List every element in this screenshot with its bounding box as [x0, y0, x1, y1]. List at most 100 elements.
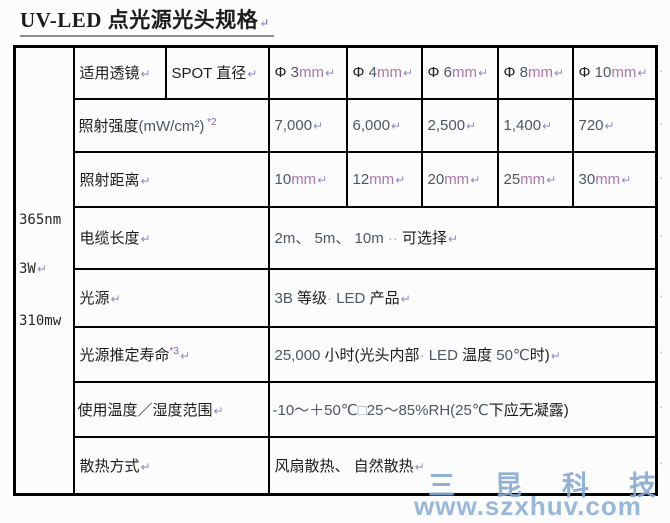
text-segment: ↵ [637, 66, 648, 81]
text-segment: mm [520, 170, 546, 188]
text-segment: 电缆长度 [79, 230, 140, 247]
lens-diameter-6mm: Φ 6mm↵ [420, 45, 499, 100]
text-segment: ↵ [140, 173, 151, 188]
distance-value-2: 12mm↵ [345, 150, 423, 208]
cooling-method-value: 风扇散热、 自然散热↵ [267, 435, 658, 496]
distance-value-1: 10mm↵ [267, 150, 348, 208]
text-segment: 4 [368, 64, 377, 82]
text-segment: ↵ [546, 172, 557, 187]
text-segment: ↵ [391, 118, 402, 133]
irradiation-distance-label: 照射距离↵ [72, 150, 270, 208]
lens-label: 适用透镜↵ [72, 45, 167, 100]
text-segment: ↵ [621, 172, 632, 187]
text-segment: 50℃ [496, 346, 530, 364]
text-segment: mm [369, 170, 395, 188]
intensity-value-4: 1,400↵ [496, 97, 574, 153]
table-row: 365nm 3W↵ 310mw 适用透镜↵ SPOT 直径↵ Φ 3mm↵ Φ … [13, 45, 658, 496]
text-segment: Φ [578, 64, 595, 82]
spec-table: 365nm 3W↵ 310mw 适用透镜↵ SPOT 直径↵ Φ 3mm↵ Φ … [13, 45, 658, 496]
text-segment: 等级 [297, 290, 328, 307]
text-segment: ↵ [213, 403, 224, 418]
text-segment: ↵ [477, 66, 489, 81]
text-segment: ↵ [324, 66, 336, 81]
lens-diameter-3mm: Φ 3mm↵ [267, 45, 348, 100]
table-row: 光源↵ 3B 等级· LED 产品↵ [15, 267, 658, 328]
table-row: 使用温度／湿度范围↵ -10～＋50℃□25～85%RH(25℃下应无凝露) [15, 380, 658, 438]
row-end-mark: · [659, 116, 664, 131]
text-segment: ↵ [313, 118, 324, 133]
text-segment: 25～85%RH(25℃ [366, 401, 489, 419]
text-segment: LED [336, 290, 370, 307]
text-segment: ↵ [140, 232, 151, 246]
power-3w: 3W↵ [19, 260, 47, 277]
text-segment: 10 [274, 170, 292, 188]
text-segment: ↵ [402, 66, 414, 81]
text-segment: mm [611, 64, 637, 82]
text-segment: 720 [578, 116, 604, 134]
distance-value-4: 25mm↵ [496, 150, 574, 208]
text-segment: *3 [169, 345, 179, 357]
text-segment: ↵ [604, 118, 615, 133]
text-segment: mm [527, 64, 553, 82]
text-segment: Φ [352, 64, 369, 82]
text-segment: · [419, 346, 429, 364]
light-source-label: 光源↵ [72, 267, 270, 328]
cooling-method-label: 散热方式↵ [72, 435, 270, 496]
text-segment: 12 [352, 170, 370, 188]
text-segment: mm [291, 170, 317, 188]
text-segment: Φ [503, 64, 520, 82]
row-end-mark: · [659, 288, 664, 303]
text-segment: ↵ [259, 16, 270, 30]
text-segment: 2m、 5m、 10m [274, 230, 384, 247]
text-segment: ↵ [395, 172, 406, 187]
text-segment: 适用透镜 [79, 65, 140, 83]
text-segment: ↵ [466, 118, 477, 133]
text-segment: ↵ [448, 232, 459, 246]
table-row: 照射强度(mW/cm²) *2 7,000↵ 6,000↵ 2,500↵ 1,4… [15, 97, 658, 153]
text-segment: ↵ [414, 459, 425, 474]
text-segment: ↵ [179, 348, 191, 363]
temp-humidity-label: 使用温度／湿度范围↵ [72, 380, 270, 438]
text-segment: SPOT 直径 [171, 65, 247, 83]
text-segment: □ [357, 401, 367, 419]
text-segment: 3 [290, 64, 299, 82]
text-segment: 照射距离 [79, 171, 140, 189]
distance-value-3: 20mm↵ [420, 150, 499, 208]
text-segment: 3W [19, 261, 36, 277]
lens-diameter-10mm: Φ 10mm↵ [571, 45, 658, 100]
text-segment: ↵ [140, 67, 151, 82]
text-segment: 小时(光头内部 [324, 346, 420, 364]
text-segment: 散热方式 [79, 457, 140, 475]
temp-humidity-value: -10～＋50℃□25～85%RH(25℃下应无凝露) [267, 380, 658, 438]
text-segment: 风扇散热、 自然散热 [274, 457, 414, 475]
lens-diameter-8mm: Φ 8mm↵ [496, 45, 574, 100]
text-segment: 使用温度／湿度范围 [77, 401, 213, 419]
text-segment: ↵ [140, 459, 151, 474]
watermark-company: 三昆科技 [428, 471, 670, 501]
text-segment: mm [298, 64, 324, 82]
text-segment: 时) [529, 346, 550, 364]
text-segment: 3B [274, 290, 298, 307]
table-row: 电缆长度↵ 2m、 5m、 10m ·· 可选择↵ [15, 205, 658, 270]
row-end-mark: · [659, 455, 664, 470]
text-segment: LED [428, 346, 463, 364]
table-row: 照射距离↵ 10mm↵ 12mm↵ 20mm↵ 25mm↵ 30mm↵ [15, 150, 658, 208]
page-title: UV-LED 点光源光头规格↵ [20, 4, 274, 37]
light-source-value: 3B 等级· LED 产品↵ [267, 267, 658, 328]
text-segment: 照射强度 [78, 117, 139, 135]
text-segment: mm [595, 170, 621, 188]
text-segment: 30 [578, 170, 596, 188]
text-segment: 365nm [19, 212, 62, 228]
text-segment: ↵ [247, 67, 258, 82]
text-segment: mm [376, 64, 402, 82]
text-segment: ↵ [553, 66, 565, 81]
intensity-value-2: 6,000↵ [345, 97, 423, 153]
text-segment: 10 [594, 64, 612, 82]
intensity-value-1: 7,000↵ [267, 97, 348, 153]
text-segment: 7,000 [274, 116, 313, 134]
table-row: 光源推定寿命*3↵ 25,000 小时(光头内部· LED 温度 50℃时)↵ [15, 325, 658, 383]
text-segment: ↵ [542, 118, 553, 133]
text-segment: 光源推定寿命 [79, 346, 170, 364]
text-segment: 25 [503, 170, 521, 188]
text-segment: Φ [274, 64, 291, 82]
